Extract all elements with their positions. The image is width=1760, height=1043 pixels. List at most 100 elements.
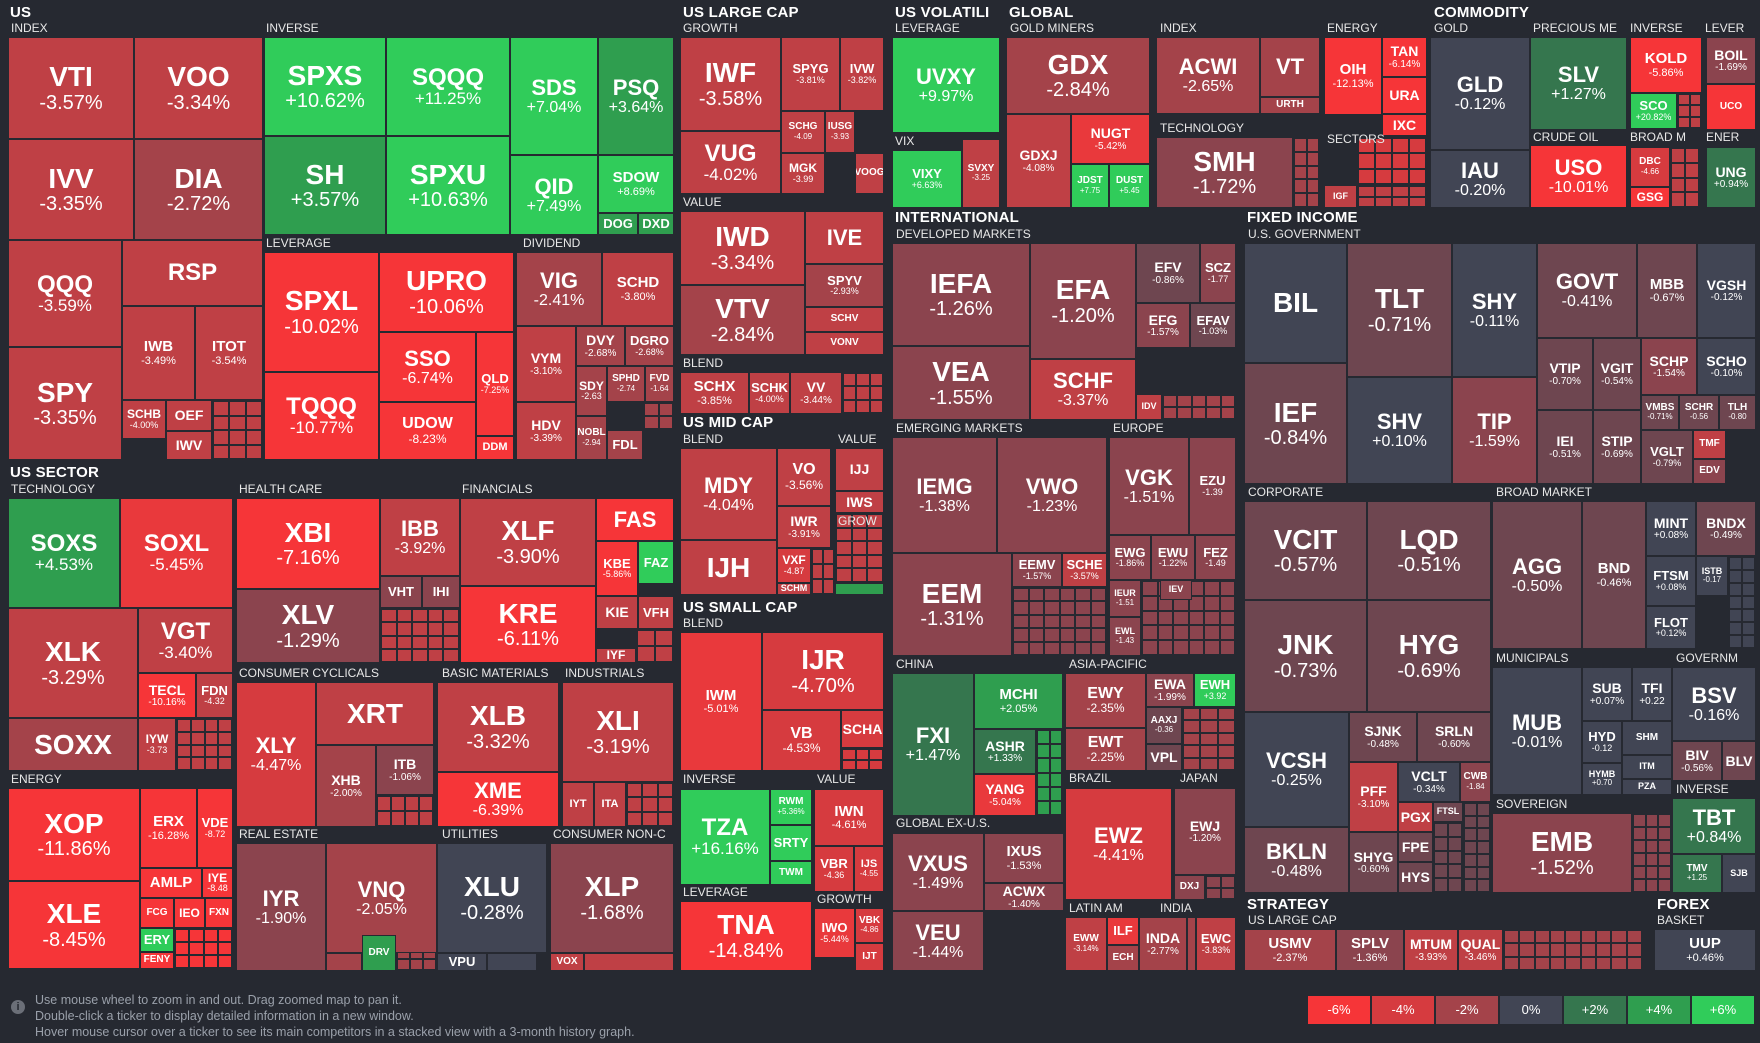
minor-ticker-cell[interactable] bbox=[1742, 635, 1755, 648]
minor-ticker-cell[interactable] bbox=[1306, 165, 1319, 180]
minor-ticker-cell[interactable] bbox=[245, 430, 262, 445]
ticker-tile-qld[interactable]: QLD -7.25% bbox=[476, 332, 514, 436]
ticker-tile-ive[interactable]: IVE bbox=[805, 211, 884, 264]
minor-ticker-cell[interactable] bbox=[1611, 956, 1627, 970]
minor-ticker-cell[interactable] bbox=[1037, 800, 1050, 815]
ticker-tile-mdy[interactable]: MDY -4.04% bbox=[680, 448, 777, 540]
minor-ticker-cell[interactable] bbox=[1142, 625, 1158, 641]
ticker-tile-iwb[interactable]: IWB -3.49% bbox=[122, 306, 195, 400]
ticker-tile-ieur[interactable]: IEUR -1.51 bbox=[1109, 580, 1141, 617]
ticker-tile-xme[interactable]: XME -6.39% bbox=[437, 772, 559, 827]
minor-ticker-cell[interactable] bbox=[855, 749, 870, 760]
ticker-tile-svxy[interactable]: SVXY -3.25 bbox=[962, 139, 1000, 208]
ticker-tile-pza[interactable]: PZA bbox=[1622, 779, 1672, 795]
minor-ticker-cell[interactable] bbox=[1200, 757, 1218, 770]
minor-ticker-cell[interactable] bbox=[1013, 601, 1029, 615]
minor-ticker-tile[interactable] bbox=[636, 629, 674, 663]
ticker-tile-tqqq[interactable]: TQQQ -10.77% bbox=[264, 372, 379, 460]
minor-ticker-cell[interactable] bbox=[218, 719, 232, 732]
ticker-tile-ief[interactable]: IEF -0.84% bbox=[1244, 363, 1347, 484]
ticker-tile-fxn[interactable]: FXN bbox=[205, 898, 233, 928]
minor-ticker-cell[interactable] bbox=[381, 622, 397, 636]
minor-ticker-cell[interactable] bbox=[381, 609, 397, 623]
ticker-tile-fas[interactable]: FAS bbox=[596, 498, 674, 541]
minor-ticker-tile[interactable] bbox=[626, 782, 674, 827]
minor-ticker-cell[interactable] bbox=[1477, 828, 1490, 842]
minor-ticker-cell[interactable] bbox=[843, 373, 857, 387]
ticker-tile-schb[interactable]: SCHB -4.00% bbox=[122, 400, 166, 439]
ticker-tile-mgk[interactable]: MGK -3.99 bbox=[781, 153, 825, 194]
minor-ticker-cell[interactable] bbox=[443, 648, 459, 662]
ticker-tile-shyg[interactable]: SHYG -0.60% bbox=[1349, 832, 1398, 893]
minor-ticker-cell[interactable] bbox=[1685, 192, 1699, 207]
minor-ticker-cell[interactable] bbox=[1448, 850, 1462, 865]
ticker-tile-slv[interactable]: SLV +1.27% bbox=[1530, 37, 1627, 130]
minor-ticker-cell[interactable] bbox=[842, 749, 856, 760]
ticker-tile-acwx[interactable]: ACWX -1.40% bbox=[984, 883, 1064, 911]
minor-ticker-cell[interactable] bbox=[1392, 153, 1409, 169]
ticker-tile-ivw[interactable]: IVW -3.82% bbox=[840, 37, 884, 111]
minor-ticker-cell[interactable] bbox=[1678, 105, 1690, 117]
ticker-tile-hys[interactable]: HYS bbox=[1398, 862, 1433, 893]
minor-ticker-cell[interactable] bbox=[867, 514, 883, 528]
ticker-tile-oef[interactable]: OEF bbox=[166, 400, 212, 431]
ticker-tile-srln[interactable]: SRLN -0.60% bbox=[1417, 712, 1491, 762]
minor-ticker-cell[interactable] bbox=[1375, 168, 1392, 184]
minor-ticker-cell[interactable] bbox=[245, 401, 262, 416]
ticker-tile-iyr[interactable]: IYR -1.90% bbox=[236, 843, 326, 971]
minor-ticker-cell[interactable] bbox=[1611, 930, 1627, 944]
minor-ticker-cell[interactable] bbox=[175, 942, 190, 955]
minor-ticker-cell[interactable] bbox=[1206, 887, 1221, 899]
minor-ticker-cell[interactable] bbox=[1358, 186, 1375, 197]
ticker-tile-hyd[interactable]: HYD -0.12 bbox=[1582, 721, 1622, 763]
ticker-tile-itb[interactable]: ITB -1.06% bbox=[376, 745, 434, 795]
minor-ticker-cell[interactable] bbox=[627, 811, 643, 826]
minor-ticker-tile[interactable] bbox=[1357, 137, 1427, 185]
ticker-tile-vox[interactable]: VOX bbox=[550, 953, 584, 971]
minor-ticker-cell[interactable] bbox=[1477, 866, 1490, 880]
minor-ticker-cell[interactable] bbox=[1217, 757, 1235, 770]
ticker-tile-rsp[interactable]: RSP bbox=[122, 240, 263, 306]
minor-ticker-cell[interactable] bbox=[175, 955, 190, 968]
minor-ticker-cell[interactable] bbox=[1217, 745, 1235, 758]
minor-ticker-cell[interactable] bbox=[1742, 557, 1755, 570]
minor-ticker-cell[interactable] bbox=[1183, 757, 1201, 770]
minor-ticker-cell[interactable] bbox=[412, 609, 428, 623]
ticker-tile-blv[interactable]: BLV bbox=[1722, 741, 1756, 781]
minor-ticker-cell[interactable] bbox=[1219, 640, 1235, 655]
minor-ticker-cell[interactable] bbox=[855, 759, 870, 770]
minor-ticker-cell[interactable] bbox=[218, 757, 232, 770]
ticker-tile-soxs[interactable]: SOXS +4.53% bbox=[8, 498, 120, 608]
ticker-tile-schk[interactable]: SCHK -4.00% bbox=[749, 372, 790, 414]
minor-ticker-cell[interactable] bbox=[1645, 814, 1659, 827]
minor-ticker-cell[interactable] bbox=[204, 757, 219, 770]
ticker-tile-dxj[interactable]: DXJ bbox=[1174, 875, 1205, 900]
minor-ticker-cell[interactable] bbox=[1306, 179, 1319, 194]
minor-ticker-cell[interactable] bbox=[1219, 625, 1235, 641]
minor-ticker-cell[interactable] bbox=[1142, 610, 1158, 626]
minor-ticker-cell[interactable] bbox=[1142, 595, 1158, 611]
minor-ticker-cell[interactable] bbox=[412, 622, 428, 636]
minor-ticker-cell[interactable] bbox=[1142, 640, 1158, 655]
minor-ticker-cell[interactable] bbox=[1519, 930, 1535, 944]
ticker-tile-iei[interactable]: IEI -0.51% bbox=[1537, 410, 1593, 484]
minor-ticker-cell[interactable] bbox=[1044, 601, 1060, 615]
ticker-tile-ezu[interactable]: EZU -1.39 bbox=[1189, 437, 1236, 535]
minor-ticker-cell[interactable] bbox=[823, 564, 834, 579]
ticker-tile-fxi[interactable]: FXI +1.47% bbox=[892, 673, 974, 816]
ticker-tile-dog[interactable]: DOG bbox=[598, 213, 638, 235]
minor-ticker-cell[interactable] bbox=[1565, 943, 1581, 957]
ticker-tile-tlt[interactable]: TLT -0.71% bbox=[1347, 243, 1452, 377]
ticker-tile-uvxy[interactable]: UVXY +9.97% bbox=[892, 37, 1000, 133]
minor-ticker-cell[interactable] bbox=[1183, 732, 1201, 746]
minor-ticker-cell[interactable] bbox=[189, 929, 204, 942]
minor-ticker-cell[interactable] bbox=[655, 630, 673, 646]
ticker-tile-vbr[interactable]: VBR -4.36 bbox=[814, 846, 854, 892]
minor-ticker-cell[interactable] bbox=[1163, 395, 1178, 407]
minor-ticker-cell[interactable] bbox=[190, 719, 205, 732]
ticker-tile-eemv[interactable]: EEMV -1.57% bbox=[1012, 553, 1062, 587]
ticker-tile-spyg[interactable]: SPYG -3.81% bbox=[781, 37, 840, 111]
minor-ticker-cell[interactable] bbox=[1028, 588, 1044, 602]
minor-ticker-cell[interactable] bbox=[1580, 956, 1596, 970]
minor-ticker-cell[interactable] bbox=[812, 549, 823, 564]
